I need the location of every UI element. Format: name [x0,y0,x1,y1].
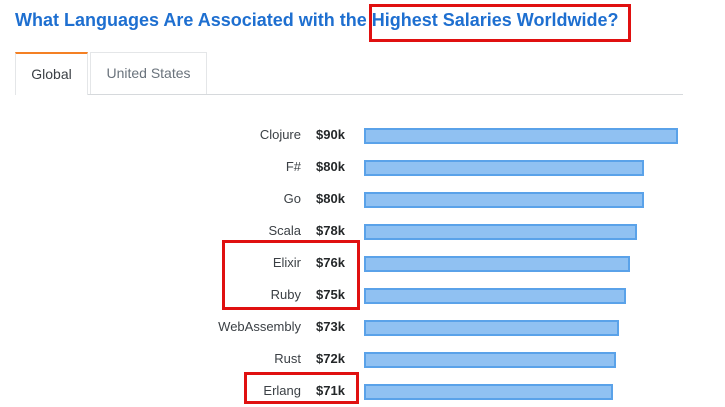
chart-row: F# $80k [0,151,725,183]
salary-value-label: $72k [316,351,345,366]
title-annotation-box [369,4,631,42]
salary-value-label: $71k [316,383,345,398]
chart-row: Ruby $75k [0,279,725,311]
salary-bar [364,288,626,304]
erlang-annotation-box [244,372,359,404]
salary-bar [364,256,630,272]
language-label: Rust [274,351,301,366]
tab-united-states[interactable]: United States [90,52,207,94]
salary-value-label: $90k [316,127,345,142]
language-label: Erlang [263,383,301,398]
language-label: Clojure [259,127,301,142]
salary-bar [364,352,616,368]
salary-bar [364,320,619,336]
salary-bar [364,192,644,208]
salary-value-label: $76k [316,255,345,270]
language-label: Scala [268,223,301,238]
page-title: What Languages Are Associated with the H… [15,10,619,30]
chart-row: WebAssembly $73k [0,311,725,343]
chart-row: Erlang $71k [0,375,725,407]
chart-row: Clojure $90k [0,119,725,151]
salary-value-label: $80k [316,191,345,206]
chart-row: Rust $72k [0,343,725,375]
language-label: WebAssembly [218,319,301,334]
language-label: Go [283,191,301,206]
chart-row: Scala $78k [0,215,725,247]
salary-bar [364,224,637,240]
tabs-baseline [15,94,683,95]
chart-row: Go $80k [0,183,725,215]
salary-bar [364,128,678,144]
salary-value-label: $80k [316,159,345,174]
salary-bar [364,384,613,400]
salary-value-label: $75k [316,287,345,302]
tab-global[interactable]: Global [15,52,88,95]
salary-bar [364,160,644,176]
language-label: Elixir [272,255,301,270]
language-label: F# [285,159,301,174]
chart-row: Elixir $76k [0,247,725,279]
salary-value-label: $78k [316,223,345,238]
language-label: Ruby [270,287,301,302]
salary-value-label: $73k [316,319,345,334]
elixir-ruby-annotation-box [222,240,360,310]
